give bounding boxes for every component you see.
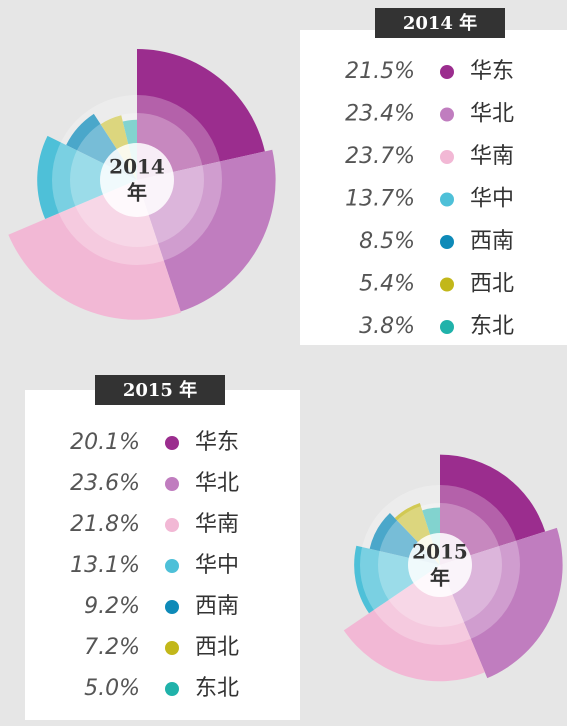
legend-dot: [440, 150, 454, 164]
legend-dot: [165, 436, 179, 450]
wedge: [137, 49, 265, 180]
legend-value: 3.8%: [359, 314, 415, 339]
title: 2014 年: [403, 12, 477, 34]
legend-value: 13.1%: [70, 553, 140, 578]
legend-label: 华中: [470, 187, 514, 212]
legend-value: 8.5%: [359, 229, 415, 254]
legend-label: 华东: [195, 430, 239, 455]
legend-label: 华北: [195, 471, 239, 496]
legend-label: 东北: [195, 676, 239, 701]
title-box: [375, 8, 505, 38]
legend-value: 7.2%: [84, 635, 140, 660]
wedge: [440, 454, 546, 565]
center-label: 2015: [412, 540, 468, 564]
legend-dot: [165, 559, 179, 573]
legend-dot: [165, 477, 179, 491]
center-label: 年: [430, 566, 450, 590]
legend-value: 9.2%: [84, 594, 140, 619]
legend-value: 20.1%: [70, 430, 140, 455]
legend-value: 13.7%: [345, 187, 415, 212]
center-label: 2014: [109, 155, 165, 179]
legend-dot: [440, 192, 454, 207]
legend-box: [300, 30, 567, 345]
legend-value: 23.4%: [345, 102, 415, 127]
legend-dot: [440, 235, 454, 249]
title-box: [95, 375, 225, 405]
center-disc: [100, 143, 174, 217]
legend-value: 21.8%: [70, 512, 140, 537]
legend-value: 23.7%: [345, 144, 415, 169]
legend-value: 21.5%: [345, 59, 415, 84]
legend-dot: [165, 641, 179, 655]
legend-label: 华南: [470, 144, 514, 169]
legend-label: 华东: [470, 59, 514, 84]
legend-label: 东北: [470, 314, 514, 339]
legend-label: 华中: [195, 553, 239, 578]
center-label: 年: [127, 181, 147, 205]
wedge: [37, 135, 138, 220]
legend-value: 5.4%: [359, 272, 415, 297]
legend-dot: [440, 65, 454, 79]
legend-dot: [165, 600, 179, 614]
legend-dot: [440, 320, 454, 334]
center-disc: [408, 533, 472, 597]
legend-value: 5.0%: [84, 676, 140, 701]
legend-label: 西北: [470, 272, 514, 297]
legend-label: 华南: [195, 512, 239, 537]
legend-value: 23.6%: [70, 471, 140, 496]
legend-label: 西南: [195, 594, 239, 619]
legend-dot: [440, 107, 454, 122]
legend-label: 西北: [195, 635, 239, 660]
legend-label: 西南: [470, 229, 514, 254]
legend-dot: [440, 277, 454, 292]
legend-dot: [165, 518, 179, 532]
legend-label: 华北: [470, 102, 514, 127]
legend-box: [25, 390, 300, 720]
legend-dot: [165, 682, 179, 696]
title: 2015 年: [123, 379, 197, 401]
